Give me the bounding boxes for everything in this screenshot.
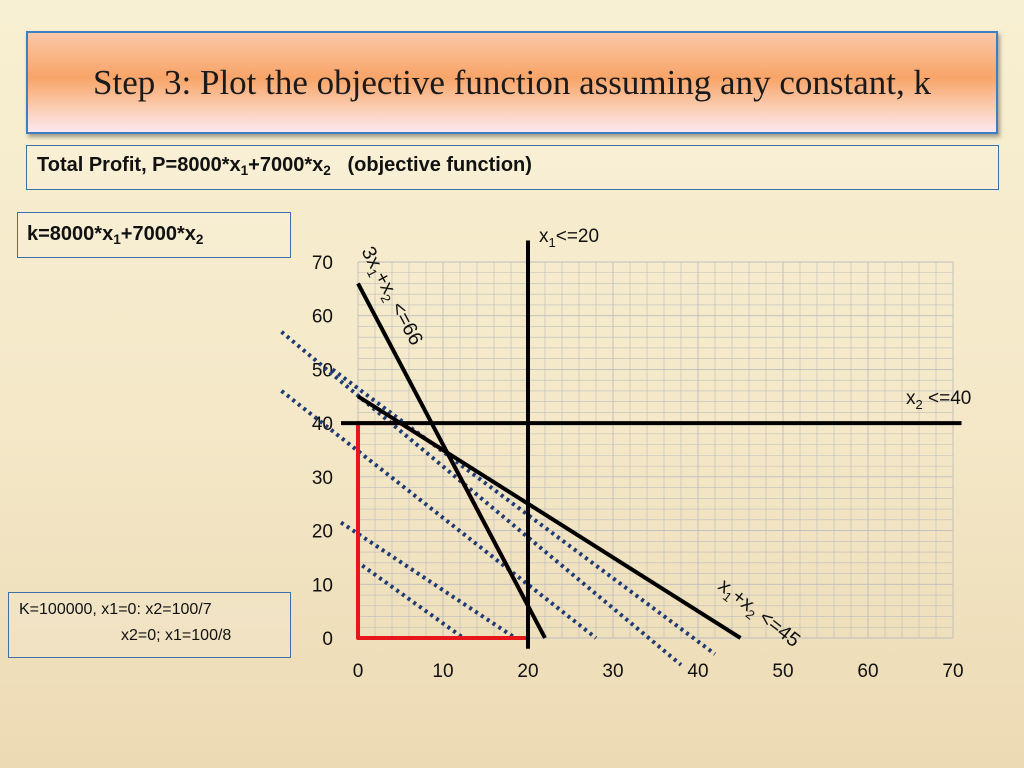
x-tick-label: 10 <box>432 661 453 682</box>
x-tick-label: 0 <box>353 661 364 682</box>
objective-prefix: Total Profit, P=8000*x <box>37 154 241 176</box>
x-tick-label: 70 <box>942 661 963 682</box>
y-tick-label: 20 <box>312 522 333 543</box>
label-x2-le-40: x2 <=40 <box>906 388 971 412</box>
objective-line <box>280 330 683 667</box>
objective-sub1: 1 <box>240 162 249 178</box>
k-mid: +7000*x <box>120 223 196 245</box>
constraint-lines <box>341 240 962 649</box>
y-tick-label: 50 <box>312 360 333 381</box>
k-note-line1: K=100000, x1=0: x2=100/7 <box>19 601 212 618</box>
objective-sub2: 2 <box>323 162 331 178</box>
k-sub1: 1 <box>113 231 121 247</box>
y-tick-label: 30 <box>312 468 333 489</box>
axis-ticks: 0 10 20 30 40 50 60 70 0 10 20 30 40 50 60 70 <box>312 253 964 682</box>
objective-lines <box>280 330 717 667</box>
y-tick-label: 40 <box>312 414 333 435</box>
k-formula-box: k=8000*x1+7000*x2 <box>17 212 291 258</box>
x-tick-label: 50 <box>772 661 793 682</box>
objective-suffix: (objective function) <box>347 154 532 176</box>
title-banner: Step 3: Plot the objective function assu… <box>26 31 998 134</box>
objective-function-box: Total Profit, P=8000*x1+7000*x2 (objecti… <box>26 145 999 190</box>
label-x1-le-20: x1<=20 <box>539 226 599 250</box>
constraint-line-x1-x2-le-45 <box>356 394 742 640</box>
label-x1-x2-le-45: x1+x2 <=45 <box>712 575 804 655</box>
x-tick-label: 20 <box>517 661 538 682</box>
y-tick-label: 0 <box>322 629 333 650</box>
slide-title: Step 3: Plot the objective function assu… <box>93 63 931 102</box>
x-tick-label: 60 <box>857 661 878 682</box>
k-sub2: 2 <box>195 231 204 247</box>
x-tick-label: 40 <box>687 661 708 682</box>
k-note-box: K=100000, x1=0: x2=100/7 x2=0; x1=100/8 <box>8 592 291 658</box>
y-tick-label: 70 <box>312 253 333 274</box>
objective-line <box>339 520 517 640</box>
constraint-line-3x1-x2-le-66 <box>356 282 547 639</box>
objective-mid: +7000*x <box>248 154 324 176</box>
y-tick-label: 10 <box>312 575 333 596</box>
y-tick-label: 60 <box>312 307 333 328</box>
objective-line <box>331 367 717 656</box>
k-prefix: k=8000*x <box>27 223 114 245</box>
k-note-line2: x2=0; x1=100/8 <box>121 627 232 644</box>
x-tick-label: 30 <box>602 661 623 682</box>
